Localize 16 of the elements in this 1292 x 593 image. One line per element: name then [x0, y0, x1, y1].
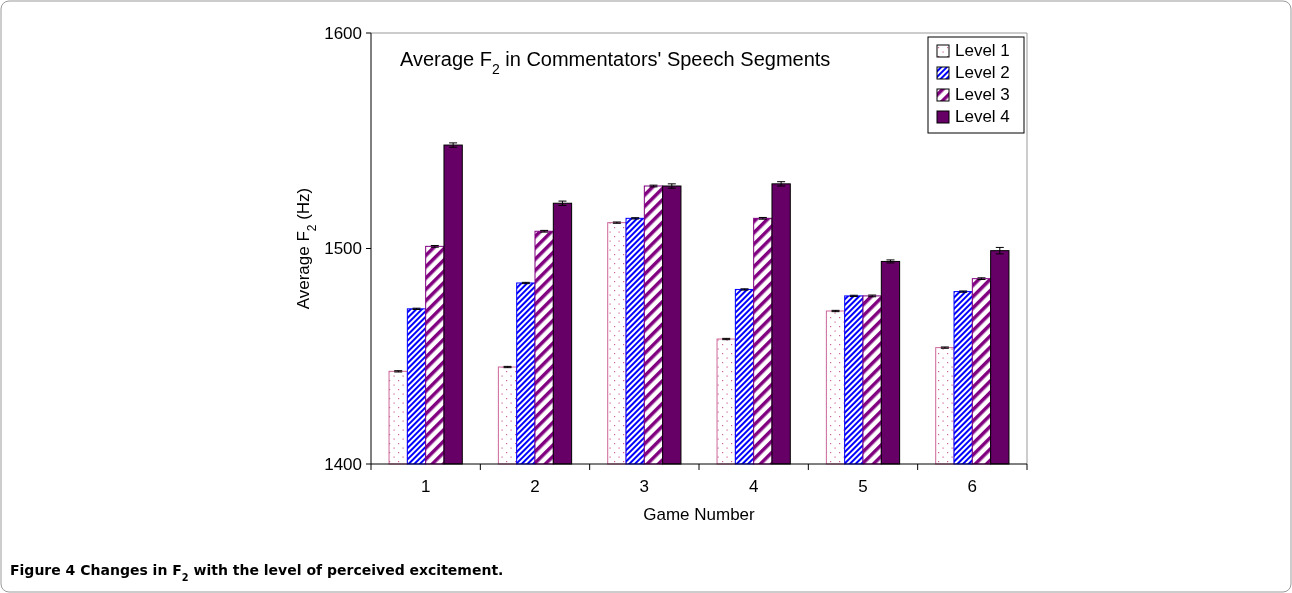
- x-tick-label: 3: [639, 477, 650, 496]
- x-tick-label: 5: [858, 477, 868, 496]
- x-tick-label: 6: [967, 477, 978, 496]
- y-tick-label: 1500: [324, 239, 362, 259]
- legend-label: Level 1: [955, 41, 1010, 60]
- x-tick-label: 4: [748, 477, 759, 496]
- x-axis-title: Game Number: [643, 505, 756, 524]
- legend-label: Level 3: [955, 85, 1010, 104]
- x-tick-label: 2: [530, 477, 540, 496]
- caption: Figure 4 Changes in F$_{2}$ with the level of perceived excitement.: [10, 562, 504, 583]
- legend-label: Level 2: [955, 63, 1010, 82]
- legend-label: Level 4: [955, 107, 1010, 126]
- y-tick-label: 1400: [324, 454, 362, 474]
- text: Average F$_{2}$ in Commentators' Speech Segments: [400, 48, 831, 77]
- x-tick-label: 1: [420, 477, 431, 496]
- y-tick-label: 1600: [324, 23, 362, 43]
